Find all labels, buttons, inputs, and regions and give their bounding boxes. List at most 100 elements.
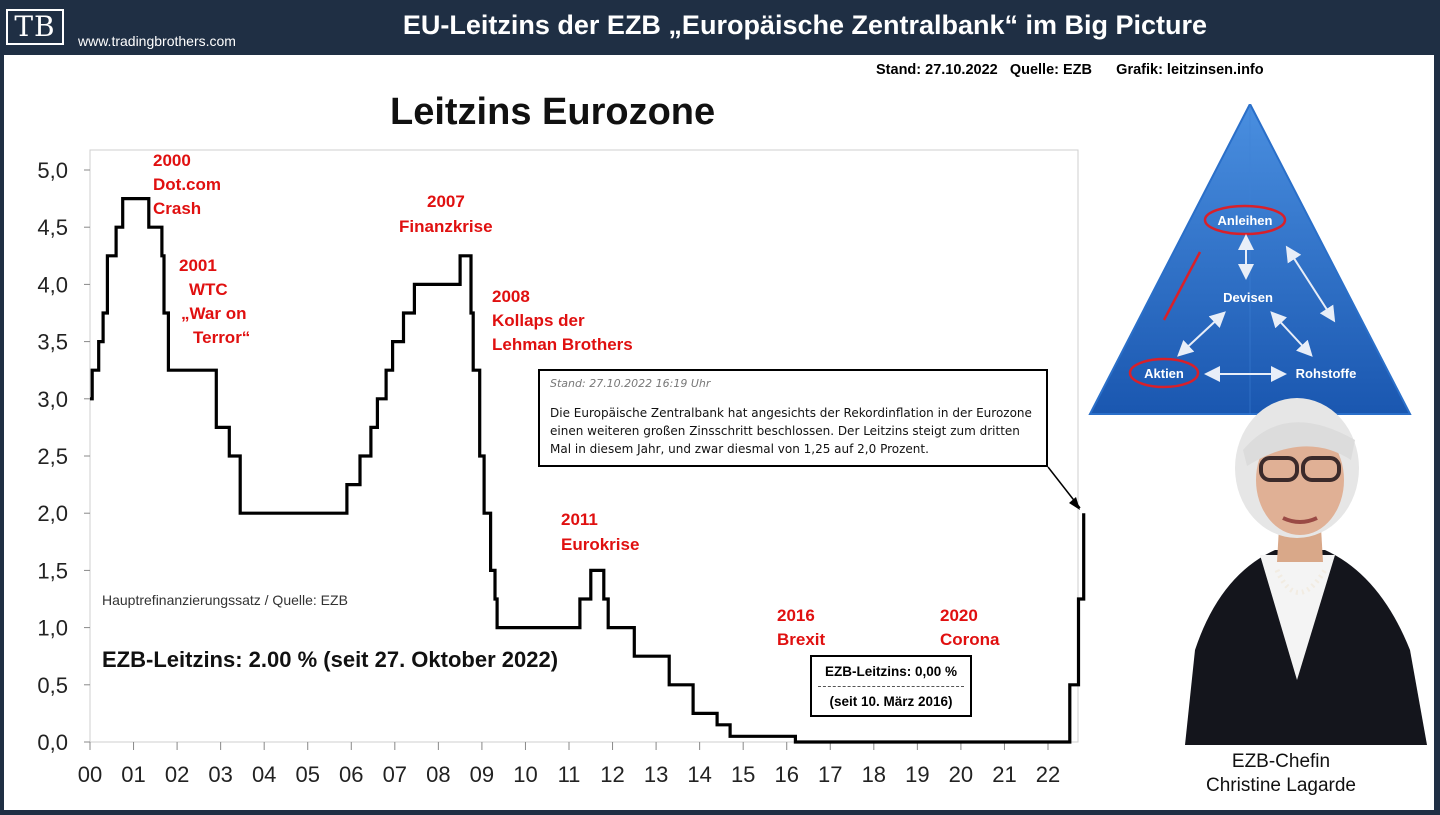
annotation-line: 2020 — [940, 606, 978, 625]
news-box: Stand: 27.10.2022 16:19 Uhr Die Europäis… — [538, 369, 1048, 467]
annotation-2020: 2020 Corona — [940, 606, 1000, 649]
y-axis: 0,0 0,5 1,0 1,5 2,0 2,5 3,0 3,5 4,0 4,5 5,0 — [37, 158, 90, 755]
news-pointer-arrow — [1047, 466, 1081, 510]
zero-rate-box: EZB-Leitzins: 0,00 % (seit 10. März 2016… — [810, 655, 972, 717]
arrow-top-right — [1285, 245, 1336, 323]
x-tick-label: 07 — [383, 762, 407, 787]
y-tick-label: 2,0 — [37, 501, 68, 526]
portrait-glasses-right — [1301, 456, 1341, 482]
pyramid-top-label: Anleihen — [1218, 213, 1273, 228]
logo: TB — [6, 9, 64, 45]
meta-quelle: Quelle: EZB — [1009, 62, 1092, 78]
annotation-line: „War on — [181, 304, 246, 323]
chart-title: Leitzins Eurozone — [390, 91, 715, 133]
annotation-2000: 2000 Dot.com Crash — [153, 151, 221, 218]
pyramid-center-label: Devisen — [1223, 290, 1273, 305]
y-tick-label: 1,5 — [37, 558, 68, 583]
annotation-2007: 2007 Finanzkrise — [399, 192, 493, 236]
portrait-caption: EZB-Chefin Christine Lagarde — [1150, 750, 1412, 798]
page-title: EU-Leitzins der EZB „Europäische Zentral… — [402, 10, 1208, 40]
annotation-line: Corona — [940, 630, 1000, 649]
pyramid-left-label: Aktien — [1144, 366, 1184, 381]
x-tick-label: 15 — [731, 762, 755, 787]
annotation-line: Terror“ — [193, 328, 250, 347]
x-tick-label: 10 — [513, 762, 537, 787]
x-tick-label: 00 — [78, 762, 102, 787]
annotation-line: Crash — [153, 199, 201, 218]
y-tick-label: 5,0 — [37, 158, 68, 183]
annotation-line: Lehman Brothers — [492, 335, 633, 354]
annotation-line: WTC — [189, 280, 228, 299]
annotation-line: 2016 — [777, 606, 815, 625]
annotation-line: Kollaps der — [492, 311, 585, 330]
y-tick-label: 3,0 — [37, 387, 68, 412]
x-tick-label: 01 — [121, 762, 145, 787]
x-tick-label: 21 — [992, 762, 1016, 787]
caption-line-name: Christine Lagarde — [1206, 775, 1356, 796]
annotation-2016: 2016 Brexit — [777, 606, 826, 649]
lagarde-portrait — [1185, 398, 1427, 745]
annotation-2011: 2011 Eurokrise — [561, 510, 639, 554]
annotation-line: Eurokrise — [561, 535, 639, 554]
market-pyramid: Anleihen Devisen Aktien Rohstoffe — [1088, 104, 1412, 415]
zero-rate-label: EZB-Leitzins: 0,00 % — [824, 664, 958, 679]
x-axis: 00 01 02 03 04 05 06 07 08 09 10 11 12 13 14 15 16 17 18 19… — [78, 742, 1060, 787]
x-tick-label: 08 — [426, 762, 450, 787]
zero-rate-divider — [818, 686, 964, 687]
arrow-bond-equity — [1162, 251, 1202, 321]
current-rate-label: EZB-Leitzins: 2.00 % (seit 27. Oktober 2… — [102, 647, 558, 672]
news-text: Die Europäische Zentralbank hat angesich… — [550, 406, 1032, 456]
site-url[interactable]: www.tradingbrothers.com — [78, 33, 236, 49]
arrow-center-right — [1270, 311, 1313, 357]
x-tick-label: 06 — [339, 762, 363, 787]
meta-grafik: Grafik: leitzinsen.info — [1116, 62, 1264, 78]
annotation-line: 2011 — [561, 510, 598, 529]
annotation-line: 2000 — [153, 151, 191, 170]
annotation-2008: 2008 Kollaps der Lehman Brothers — [492, 287, 633, 354]
portrait-face — [1256, 425, 1344, 535]
x-tick-label: 11 — [558, 762, 581, 787]
portrait-mouth — [1282, 516, 1318, 524]
x-tick-label: 04 — [252, 762, 276, 787]
y-tick-label: 4,0 — [37, 272, 68, 297]
portrait-glasses-left — [1259, 456, 1299, 482]
x-tick-label: 18 — [862, 762, 886, 787]
x-tick-label: 16 — [774, 762, 798, 787]
portrait-fringe — [1243, 422, 1355, 466]
news-timestamp: Stand: 27.10.2022 16:19 Uhr — [550, 377, 711, 390]
y-tick-label: 1,0 — [37, 616, 68, 641]
x-tick-label: 19 — [905, 762, 929, 787]
meta-stand: Stand: 27.10.2022 — [876, 62, 998, 78]
y-tick-label: 3,5 — [37, 330, 68, 355]
portrait-collar — [1260, 555, 1335, 680]
x-tick-label: 02 — [165, 762, 189, 787]
x-tick-label: 05 — [295, 762, 319, 787]
annotation-line: 2008 — [492, 287, 530, 306]
equity-highlight-ring — [1128, 357, 1200, 389]
x-tick-label: 22 — [1036, 762, 1060, 787]
x-tick-label: 17 — [818, 762, 842, 787]
annotation-2001: 2001 WTC „War on Terror“ — [179, 256, 250, 347]
x-tick-label: 20 — [949, 762, 973, 787]
annotation-line: Brexit — [777, 630, 826, 649]
zero-rate-since: (seit 10. März 2016) — [829, 694, 953, 709]
y-tick-label: 2,5 — [37, 444, 68, 469]
annotation-line: 2001 — [179, 256, 217, 275]
caption-line-role: EZB-Chefin — [1231, 751, 1331, 772]
y-tick-label: 0,0 — [37, 730, 68, 755]
header-bar: TB www.tradingbrothers.com EU-Leitzins d… — [0, 0, 1440, 55]
arrow-center-left — [1177, 311, 1226, 357]
x-tick-label: 14 — [687, 762, 711, 787]
annotation-line: 2007 — [427, 192, 465, 211]
annotation-line: Dot.com — [153, 175, 221, 194]
annotation-line: Finanzkrise — [399, 217, 493, 236]
pyramid-right-label: Rohstoffe — [1296, 366, 1357, 381]
rate-series-line — [90, 197, 1086, 744]
x-tick-label: 12 — [600, 762, 624, 787]
x-tick-label: 09 — [470, 762, 494, 787]
x-tick-label: 03 — [208, 762, 232, 787]
y-tick-label: 0,5 — [37, 673, 68, 698]
x-tick-label: 13 — [644, 762, 668, 787]
meta-line: Stand: 27.10.2022 Quelle: EZB Grafik: le… — [876, 62, 1264, 78]
y-tick-label: 4,5 — [37, 215, 68, 240]
